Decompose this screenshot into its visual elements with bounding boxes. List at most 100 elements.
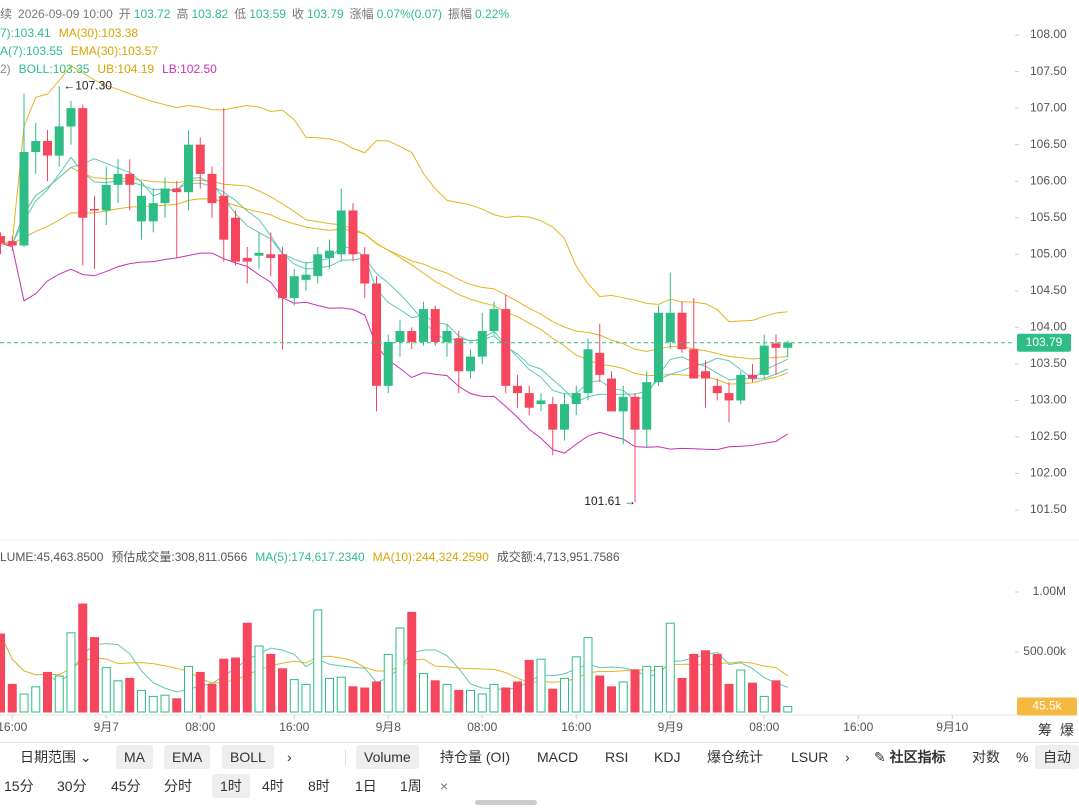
volume-bar <box>560 677 569 713</box>
candle-body <box>101 184 111 211</box>
study-button[interactable]: KDJ <box>654 749 681 765</box>
info-label: 收 <box>291 7 304 21</box>
high-arrow: ← <box>63 78 75 92</box>
y-tick-label: 104.50 <box>1030 283 1067 297</box>
candle-body <box>266 254 276 258</box>
candle-body <box>524 393 534 408</box>
candle-body <box>395 331 405 342</box>
y-tick-label: 102.00 <box>1030 466 1067 480</box>
auto-button[interactable]: 自动 <box>1035 745 1079 769</box>
candle-body <box>771 343 781 348</box>
candle-body <box>454 338 464 372</box>
candle-body <box>689 349 699 379</box>
y-tick-label: 103.00 <box>1030 393 1067 407</box>
candle-body <box>536 400 546 405</box>
candle-body <box>618 396 628 412</box>
indicator-value: MA(30):103.38 <box>58 26 139 40</box>
log-button[interactable]: 对数 <box>972 749 1000 765</box>
candle-body <box>736 374 746 401</box>
study-button[interactable]: LSUR <box>791 749 829 765</box>
low-arrow: → <box>624 494 636 508</box>
volume-bar <box>19 693 29 713</box>
candle-body <box>19 151 29 246</box>
interval-button[interactable]: 4时 <box>262 778 284 794</box>
candle-body <box>759 345 769 375</box>
candle-body <box>654 312 663 383</box>
interval-button[interactable]: 8时 <box>308 778 330 794</box>
study-button[interactable]: 爆仓统计 <box>707 749 763 765</box>
interval-button[interactable]: 15分 <box>4 778 34 794</box>
indicator-value: BOLL:103.35 <box>18 62 90 76</box>
info-label: 涨幅 <box>349 7 374 21</box>
side-button[interactable]: 筹 <box>1038 722 1052 738</box>
info-line: 续 2026-09-09 10:00 开 103.72 高 103.82 低 103.59 收 1… <box>0 5 521 22</box>
study-button[interactable]: RSI <box>605 749 629 765</box>
volume-bar <box>524 659 534 713</box>
candle-body <box>313 254 323 277</box>
ma7-line <box>0 158 788 403</box>
volume-bar <box>607 686 616 713</box>
volume-bar <box>219 658 229 713</box>
volume-bar <box>677 677 687 713</box>
volume-bar <box>43 671 52 713</box>
volume-legend-item: MA(10):244,324.2590 <box>372 550 489 564</box>
volume-bar <box>712 653 722 713</box>
candle-body <box>783 342 793 348</box>
volume-bar <box>7 683 17 713</box>
x-tick-label: 08:00 <box>467 720 497 734</box>
x-tick-label: 16:00 <box>561 720 591 734</box>
interval-button[interactable]: 45分 <box>111 778 141 794</box>
interval-button[interactable]: 分时 <box>164 778 192 794</box>
volume-bar <box>125 677 135 713</box>
volume-bar <box>654 665 663 713</box>
close-icon[interactable]: × <box>440 778 449 794</box>
candle-body <box>195 144 205 174</box>
community-button[interactable]: ✎ 社区指标 <box>874 749 946 765</box>
side-button[interactable]: 爆 <box>1060 722 1074 738</box>
candle-body <box>66 108 76 127</box>
candle-body <box>630 396 640 430</box>
overlay-button[interactable]: EMA <box>164 745 211 769</box>
candle-body <box>360 254 370 284</box>
volume-bar <box>101 667 111 713</box>
candle-body <box>548 404 558 430</box>
x-tick-label: 9月8 <box>376 720 402 734</box>
study-button[interactable]: Volume <box>356 745 419 769</box>
overlay-button[interactable]: BOLL <box>222 745 274 769</box>
candle-body <box>289 276 299 299</box>
volume-tick-label: 500.00k <box>1023 644 1067 658</box>
volume-bar <box>489 683 499 713</box>
scroll-handle[interactable] <box>475 800 537 805</box>
candle-body <box>43 141 52 156</box>
low-label: 101.61 <box>584 494 621 508</box>
overlay-button[interactable]: MA <box>116 745 153 769</box>
interval-button[interactable]: 30分 <box>57 778 87 794</box>
volume-bar <box>466 689 475 713</box>
volume-bar <box>454 689 464 713</box>
x-tick-label: 08:00 <box>185 720 215 734</box>
indicator-value: UB:104.19 <box>97 62 155 76</box>
indicator-value: A(7):103.55 <box>0 44 63 58</box>
study-button[interactable]: MACD <box>537 749 579 765</box>
candle-body <box>31 141 41 152</box>
volume-bar <box>325 677 334 713</box>
y-tick-label: 103.50 <box>1030 356 1067 370</box>
study-button[interactable]: 持仓量 (OI) <box>440 749 510 765</box>
more-arrow[interactable]: › <box>845 749 850 765</box>
candle-body <box>724 393 734 401</box>
candle-body <box>571 393 581 405</box>
candle-body <box>54 126 64 156</box>
candle-body <box>595 352 605 375</box>
volume-bar <box>583 637 593 713</box>
date-range[interactable]: 日期范围 ⌄ <box>20 749 92 765</box>
toolbar: 日期范围 ⌄ MA EMA BOLL › Volume 持仓量 (OI) MACD R… <box>0 745 1079 775</box>
volume-bar <box>701 650 710 713</box>
candle-body <box>477 331 487 357</box>
interval-button[interactable]: 1日 <box>355 778 377 794</box>
percent-button[interactable]: % <box>1016 749 1029 765</box>
info-value: 0.22% <box>475 7 510 21</box>
interval-button[interactable]: 1时 <box>212 774 250 798</box>
more-arrow[interactable]: › <box>287 749 292 765</box>
candle-body <box>513 385 522 394</box>
interval-button[interactable]: 1周 <box>400 778 422 794</box>
